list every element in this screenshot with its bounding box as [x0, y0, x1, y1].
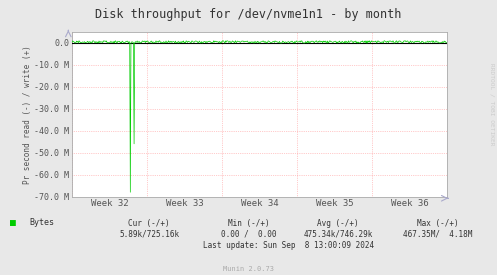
Text: 475.34k/746.29k: 475.34k/746.29k: [303, 230, 373, 239]
Text: Munin 2.0.73: Munin 2.0.73: [223, 266, 274, 272]
Text: 0.00 /  0.00: 0.00 / 0.00: [221, 230, 276, 239]
Text: 5.89k/725.16k: 5.89k/725.16k: [119, 230, 179, 239]
Text: 467.35M/  4.18M: 467.35M/ 4.18M: [403, 230, 472, 239]
Text: ■: ■: [10, 218, 16, 228]
Text: Last update: Sun Sep  8 13:00:09 2024: Last update: Sun Sep 8 13:00:09 2024: [203, 241, 374, 250]
Text: Bytes: Bytes: [30, 218, 55, 227]
Text: Min (-/+): Min (-/+): [228, 219, 269, 228]
Text: RRDTOOL / TOBI OETIKER: RRDTOOL / TOBI OETIKER: [490, 63, 495, 146]
Text: Avg (-/+): Avg (-/+): [317, 219, 359, 228]
Y-axis label: Pr second read (-) / write (+): Pr second read (-) / write (+): [22, 45, 31, 183]
Text: Disk throughput for /dev/nvme1n1 - by month: Disk throughput for /dev/nvme1n1 - by mo…: [95, 8, 402, 21]
Text: Max (-/+): Max (-/+): [416, 219, 458, 228]
Text: Cur (-/+): Cur (-/+): [128, 219, 170, 228]
